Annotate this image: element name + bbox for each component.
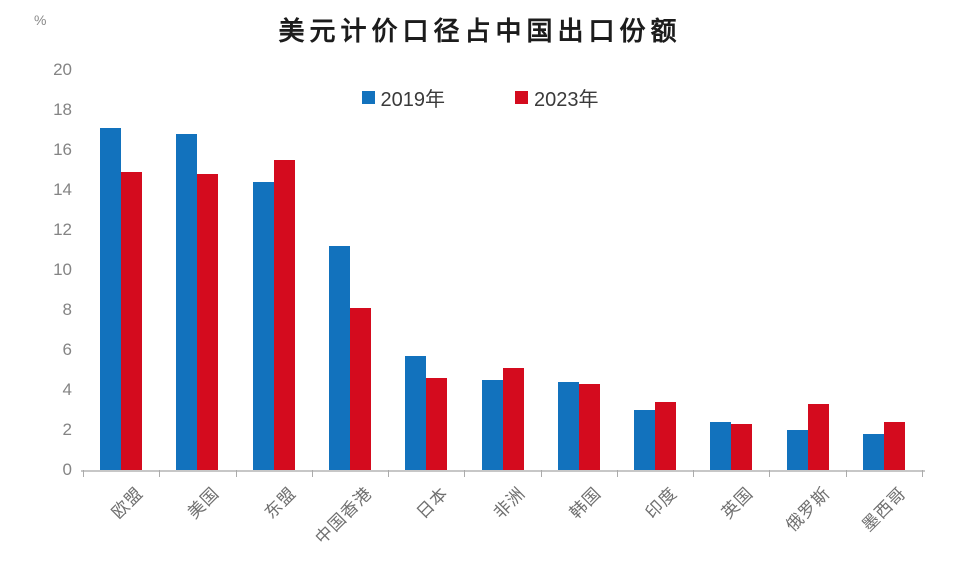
y-tick-label-2: 2 [62, 420, 72, 439]
bar-2019年-中国香港 [328, 246, 350, 470]
bar-2019年-韩国 [557, 382, 579, 470]
bar-2019年-美国 [176, 134, 198, 470]
chart-title: 美元计价口径占中国出口份额 [278, 17, 682, 46]
legend-swatch-icon [361, 91, 375, 104]
x-axis-tick [845, 470, 847, 477]
legend-label: 2019年 [380, 89, 446, 111]
bar-2019年-俄罗斯 [786, 430, 808, 470]
x-category-label-日本: 日本 [413, 483, 453, 523]
x-axis-tick [922, 470, 923, 477]
bar-2019年-英国 [710, 422, 732, 470]
y-tick-label-14: 14 [53, 180, 72, 199]
y-tick-label-16: 16 [53, 140, 72, 159]
x-category-label-印度: 印度 [642, 483, 682, 523]
x-axis-tick [159, 470, 161, 477]
x-axis-tick [388, 470, 390, 477]
bar-2019年-日本 [405, 356, 427, 470]
bar-2023年-中国香港 [349, 308, 371, 470]
y-tick-label-6: 6 [62, 340, 72, 359]
y-axis-unit-label: % [34, 12, 47, 28]
legend-label: 2023年 [534, 89, 599, 111]
x-axis-tick [616, 470, 618, 477]
bar-2023年-墨西哥 [883, 422, 905, 470]
x-category-label-欧盟: 欧盟 [108, 483, 148, 523]
bar-2019年-墨西哥 [862, 434, 884, 470]
x-axis-tick [464, 470, 466, 477]
legend-item-2019年: 2019年 [361, 83, 446, 112]
bar-2019年-印度 [634, 410, 656, 470]
x-axis-tick [540, 470, 542, 477]
x-axis-tick [769, 470, 771, 477]
bar-2019年-东盟 [252, 182, 274, 470]
y-tick-label-8: 8 [62, 300, 72, 319]
bar-2023年-东盟 [273, 160, 295, 470]
y-tick-label-0: 0 [62, 460, 72, 479]
bar-2019年-非洲 [481, 380, 503, 470]
bar-2023年-欧盟 [121, 172, 143, 470]
x-category-label-韩国: 韩国 [565, 483, 605, 523]
chart-legend: 2019年 2023年 [0, 83, 960, 112]
y-tick-label-12: 12 [53, 220, 72, 239]
x-axis-tick [235, 470, 237, 477]
bar-2023年-英国 [731, 424, 753, 470]
x-category-label-美国: 美国 [184, 483, 224, 523]
bar-2023年-美国 [197, 174, 219, 470]
x-category-label-墨西哥: 墨西哥 [858, 483, 910, 536]
bar-2023年-非洲 [502, 368, 524, 470]
x-axis-line [81, 470, 925, 472]
y-tick-label-4: 4 [62, 380, 72, 399]
y-tick-label-20: 20 [53, 60, 72, 79]
y-tick-label-10: 10 [53, 260, 72, 279]
x-axis-tick [693, 470, 695, 477]
bar-2019年-欧盟 [100, 128, 122, 470]
bar-2023年-印度 [655, 402, 677, 470]
bar-2023年-俄罗斯 [807, 404, 829, 470]
x-category-label-中国香港: 中国香港 [311, 483, 376, 548]
x-axis-tick [311, 470, 313, 477]
x-category-label-俄罗斯: 俄罗斯 [781, 483, 834, 536]
bar-2023年-韩国 [578, 384, 600, 470]
x-axis-tick [83, 470, 84, 477]
x-category-label-非洲: 非洲 [489, 483, 529, 523]
y-tick-label-18: 18 [53, 100, 72, 119]
x-category-label-英国: 英国 [718, 483, 758, 523]
legend-item-2023年: 2023年 [515, 83, 599, 112]
bar-2023年-日本 [426, 378, 448, 470]
x-category-label-东盟: 东盟 [260, 483, 300, 523]
legend-swatch-icon [515, 91, 528, 104]
